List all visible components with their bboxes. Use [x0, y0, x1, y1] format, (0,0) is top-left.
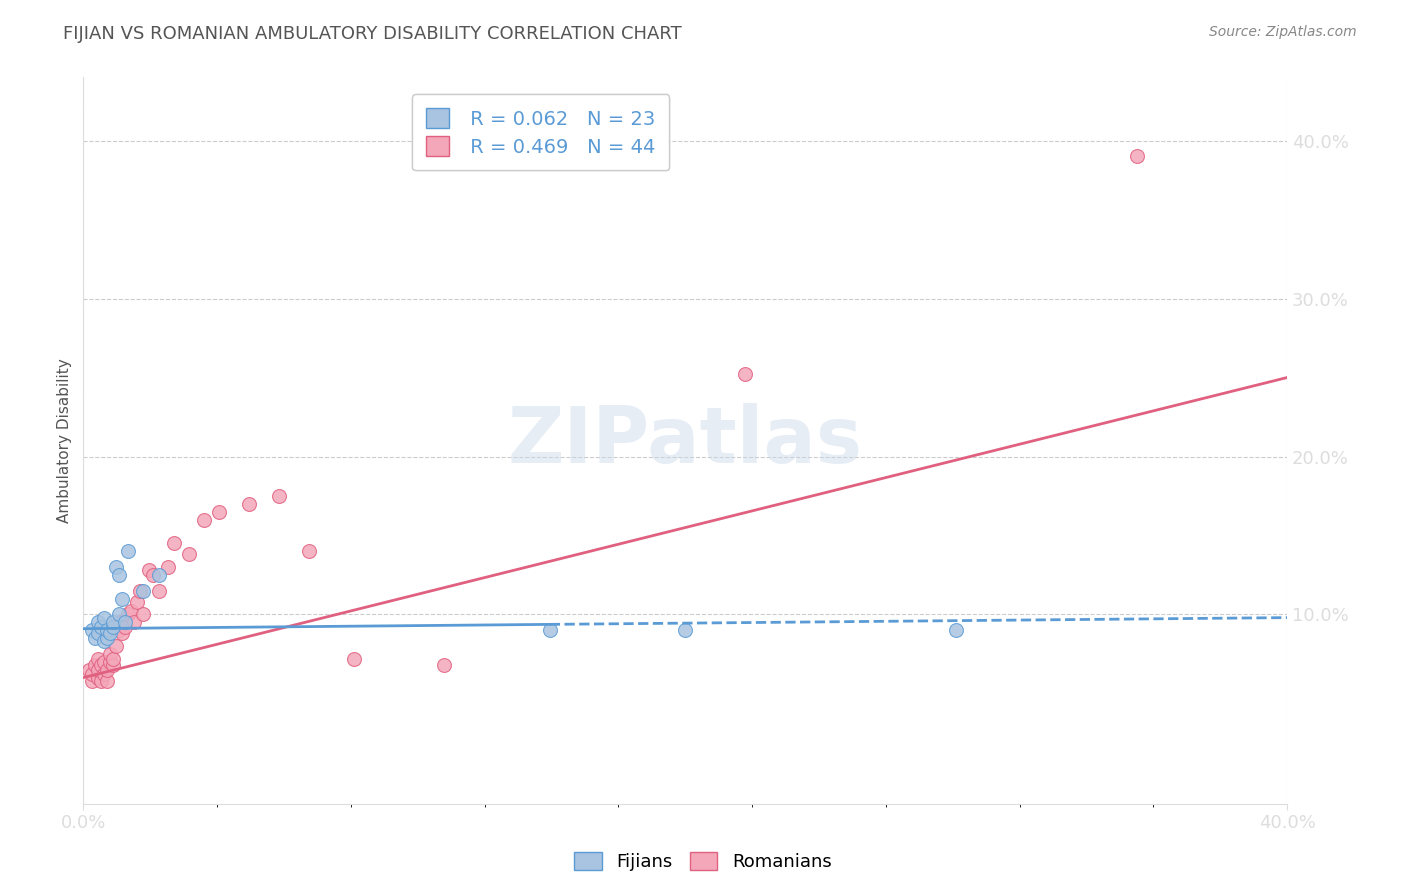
Point: [87, 663, 110, 677]
Point: [343, 651, 366, 665]
Point: [132, 607, 155, 622]
Point: [96, 673, 118, 688]
Point: [124, 615, 146, 630]
Point: [100, 655, 122, 669]
Point: [103, 620, 125, 634]
Point: [100, 626, 122, 640]
Point: [433, 658, 456, 673]
Point: [103, 651, 125, 665]
Point: [193, 513, 215, 527]
Point: [96, 624, 118, 638]
Point: [114, 620, 136, 634]
Point: [103, 658, 125, 673]
Point: [108, 624, 131, 638]
Point: [538, 624, 561, 638]
Point: [177, 548, 200, 562]
Point: [90, 673, 112, 688]
Point: [111, 591, 134, 606]
Point: [148, 583, 170, 598]
Point: [117, 544, 139, 558]
Point: [129, 583, 152, 598]
Point: [93, 667, 115, 681]
Point: [945, 624, 967, 638]
Point: [108, 568, 131, 582]
Point: [298, 544, 321, 558]
Point: [82, 624, 104, 638]
Point: [120, 604, 142, 618]
Point: [105, 639, 128, 653]
Point: [138, 563, 160, 577]
Text: FIJIAN VS ROMANIAN AMBULATORY DISABILITY CORRELATION CHART: FIJIAN VS ROMANIAN AMBULATORY DISABILITY…: [63, 25, 682, 43]
Point: [82, 673, 104, 688]
Point: [103, 615, 125, 630]
Point: [111, 626, 134, 640]
Point: [734, 368, 756, 382]
Point: [87, 651, 110, 665]
Point: [87, 626, 110, 640]
Point: [673, 624, 696, 638]
Point: [79, 663, 101, 677]
Legend: Fijians, Romanians: Fijians, Romanians: [567, 845, 839, 879]
Point: [90, 620, 112, 634]
Point: [100, 647, 122, 661]
Point: [208, 505, 231, 519]
Point: [93, 655, 115, 669]
Legend:  R = 0.062   N = 23,  R = 0.469   N = 44: R = 0.062 N = 23, R = 0.469 N = 44: [412, 95, 669, 170]
Text: Source: ZipAtlas.com: Source: ZipAtlas.com: [1209, 25, 1357, 39]
Point: [267, 489, 290, 503]
Point: [132, 583, 155, 598]
Point: [108, 607, 131, 622]
Point: [111, 615, 134, 630]
Point: [105, 560, 128, 574]
Point: [127, 595, 149, 609]
Point: [87, 615, 110, 630]
Point: [84, 631, 107, 645]
Point: [96, 663, 118, 677]
Point: [1125, 149, 1147, 163]
Point: [238, 497, 260, 511]
Point: [162, 536, 184, 550]
Point: [141, 568, 163, 582]
Point: [114, 615, 136, 630]
Y-axis label: Ambulatory Disability: Ambulatory Disability: [58, 359, 72, 523]
Point: [87, 671, 110, 685]
Point: [117, 607, 139, 622]
Text: ZIPatlas: ZIPatlas: [508, 402, 863, 479]
Point: [93, 634, 115, 648]
Point: [84, 658, 107, 673]
Point: [156, 560, 179, 574]
Point: [148, 568, 170, 582]
Point: [108, 615, 131, 630]
Point: [93, 610, 115, 624]
Point: [82, 667, 104, 681]
Point: [90, 658, 112, 673]
Point: [96, 631, 118, 645]
